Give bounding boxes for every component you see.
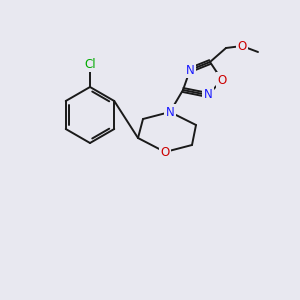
Text: O: O (218, 74, 226, 86)
Text: Cl: Cl (84, 58, 96, 70)
Text: O: O (237, 40, 247, 52)
Text: O: O (160, 146, 169, 158)
Text: N: N (166, 106, 174, 118)
Text: N: N (186, 64, 194, 76)
Text: N: N (204, 88, 212, 101)
